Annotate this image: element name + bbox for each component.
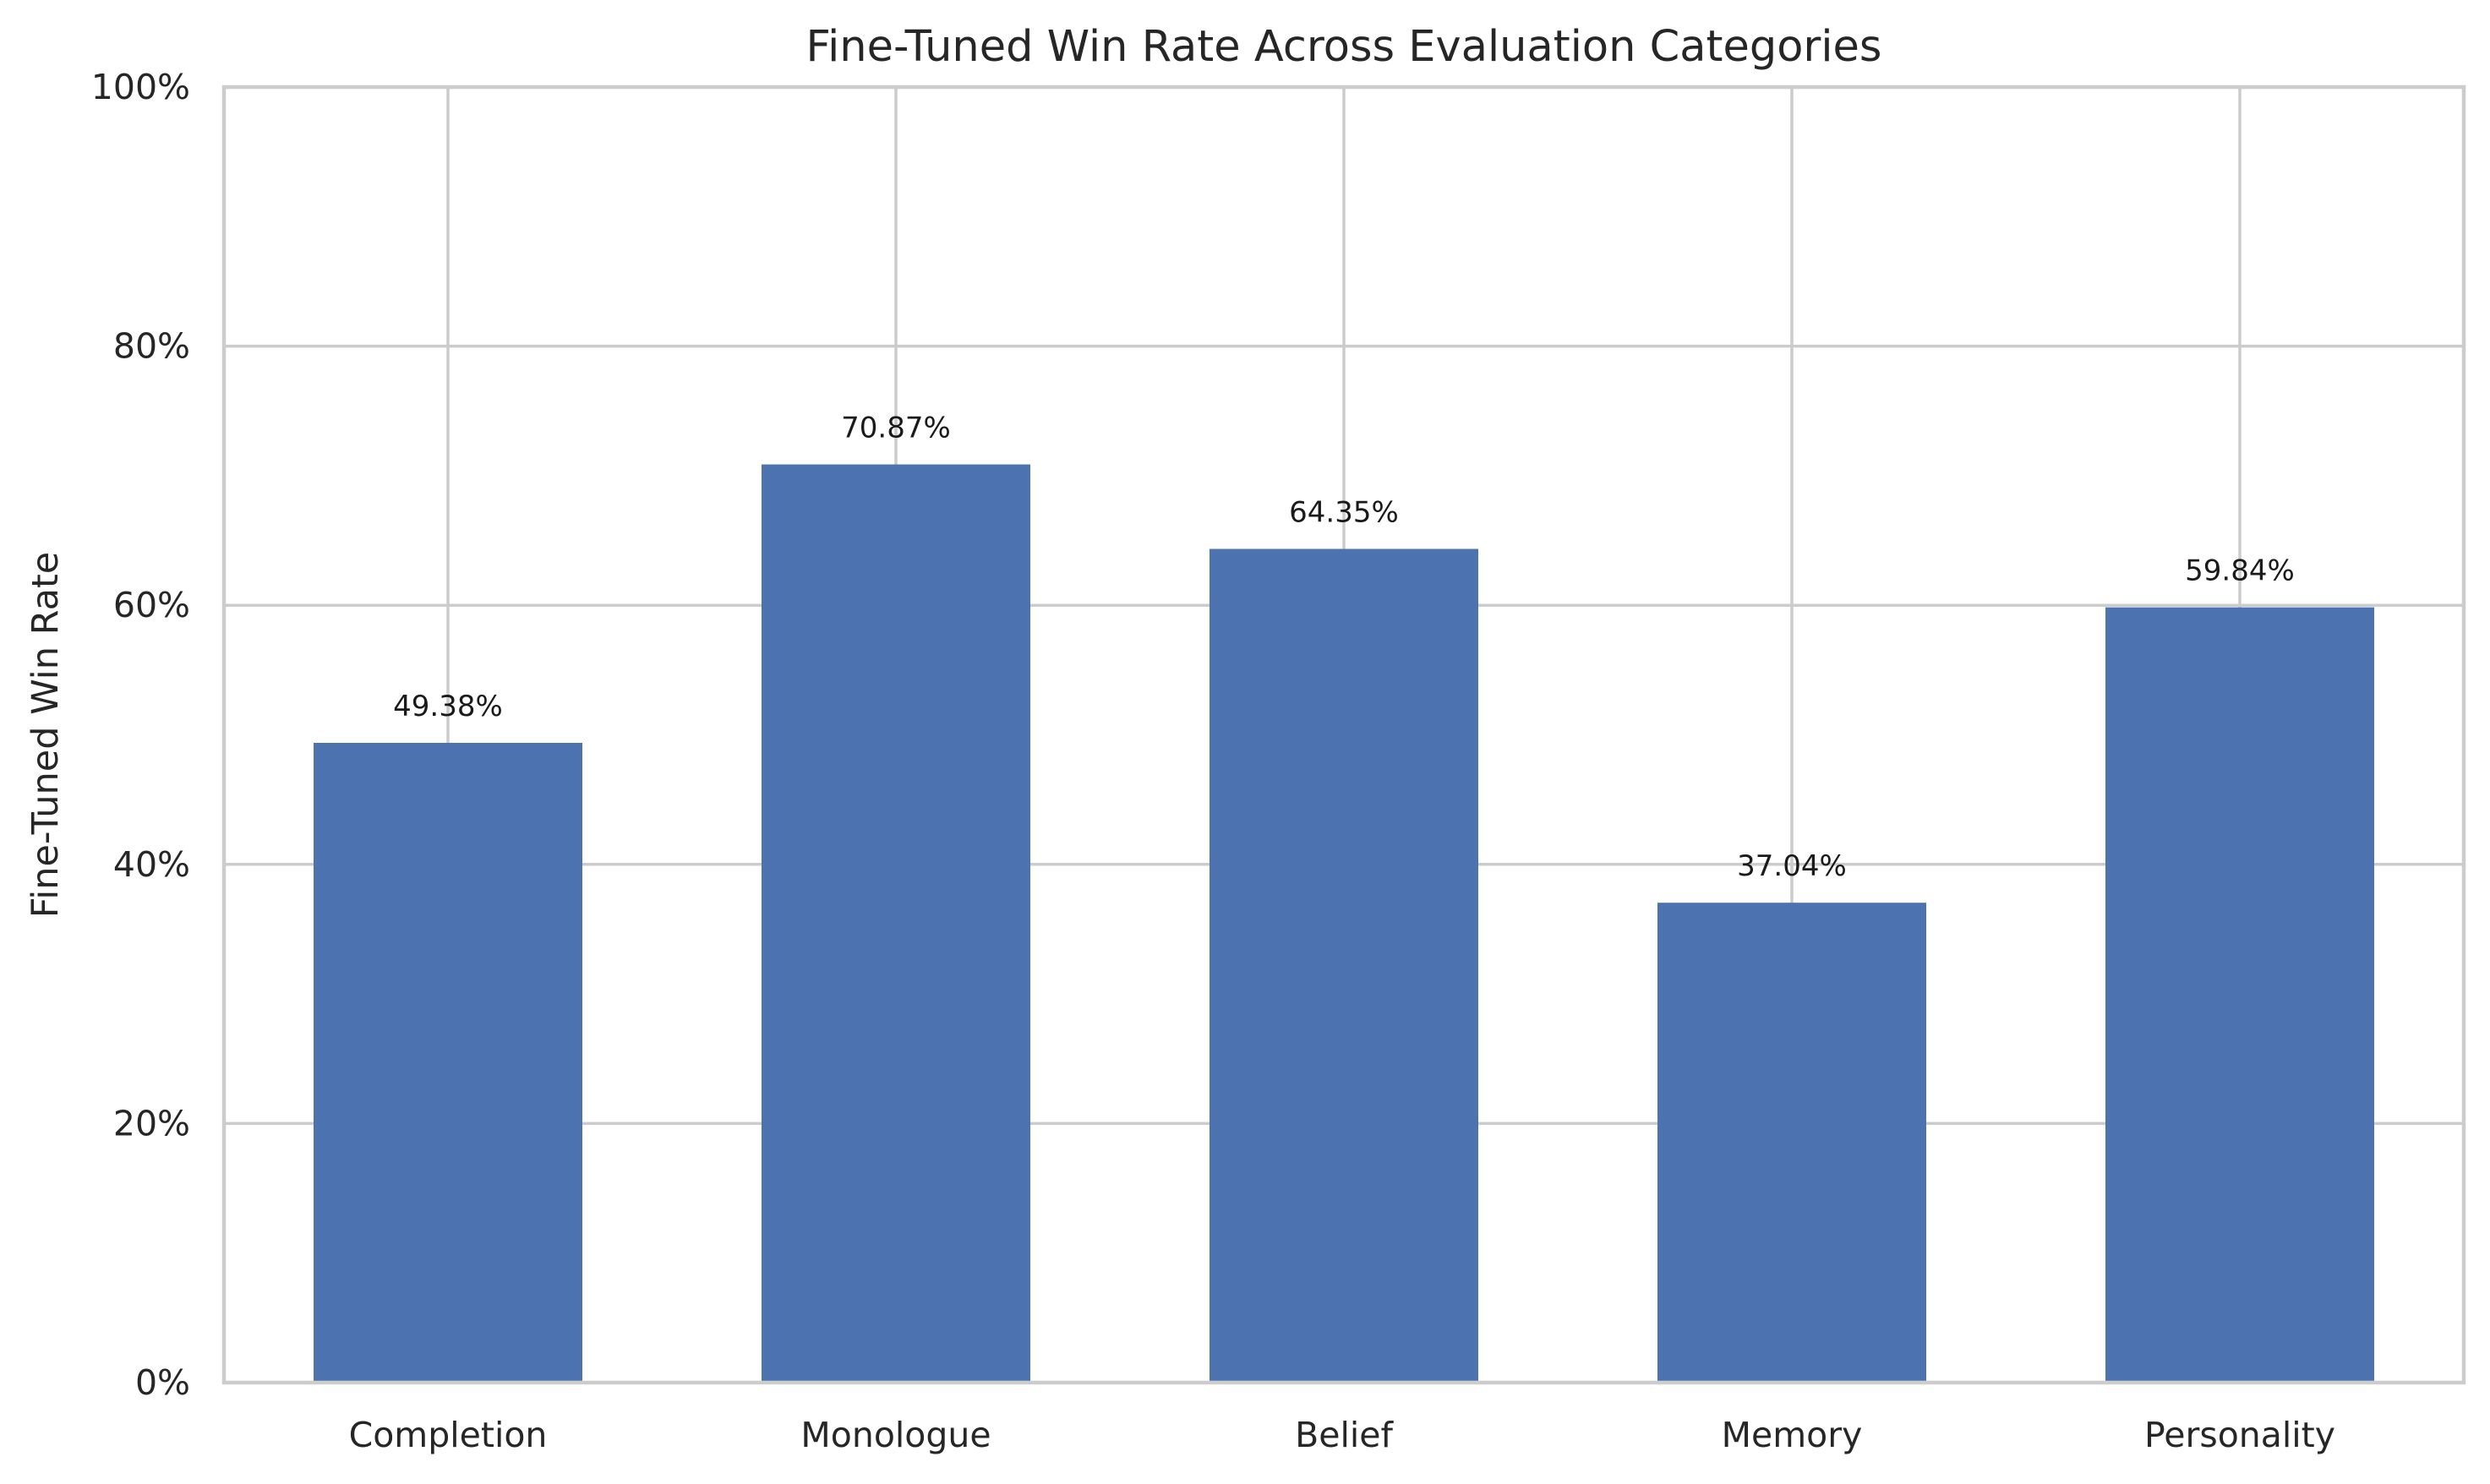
bar-completion (314, 743, 582, 1383)
data-label-monologue: 70.87% (841, 412, 951, 445)
x-axis-ticks: Completion Monologue Belief Memory Personali… (349, 1415, 2335, 1455)
x-tick-label-memory: Memory (1722, 1415, 1863, 1455)
y-tick-label: 60% (113, 585, 190, 625)
data-label-memory: 37.04% (1737, 849, 1847, 883)
y-tick-label: 40% (113, 844, 190, 885)
y-axis-ticks: 0% 20% 40% 60% 80% 100% (91, 67, 190, 1403)
y-tick-label: 20% (113, 1103, 190, 1143)
bar-monologue (762, 464, 1030, 1383)
x-tick-label-completion: Completion (349, 1415, 548, 1455)
bars (314, 464, 2374, 1383)
data-label-completion: 49.38% (393, 690, 503, 723)
plot-frame (221, 85, 2466, 1385)
x-tick-label-personality: Personality (2144, 1415, 2335, 1455)
bar-memory (1657, 903, 1926, 1383)
bar-personality (2105, 607, 2374, 1383)
y-tick-label: 80% (113, 326, 190, 367)
data-label-personality: 59.84% (2185, 554, 2295, 588)
x-tick-label-monologue: Monologue (800, 1415, 991, 1455)
data-labels: 49.38% 70.87% 64.35% 37.04% 59.84% (393, 412, 2295, 884)
y-axis-label: Fine-Tuned Win Rate (25, 552, 67, 919)
bar-belief (1210, 548, 1478, 1383)
chart-title: Fine-Tuned Win Rate Across Evaluation Ca… (805, 22, 1881, 72)
data-label-belief: 64.35% (1289, 496, 1399, 530)
y-tick-label: 100% (91, 67, 190, 107)
x-tick-label-belief: Belief (1295, 1415, 1394, 1455)
y-tick-label: 0% (135, 1362, 190, 1403)
